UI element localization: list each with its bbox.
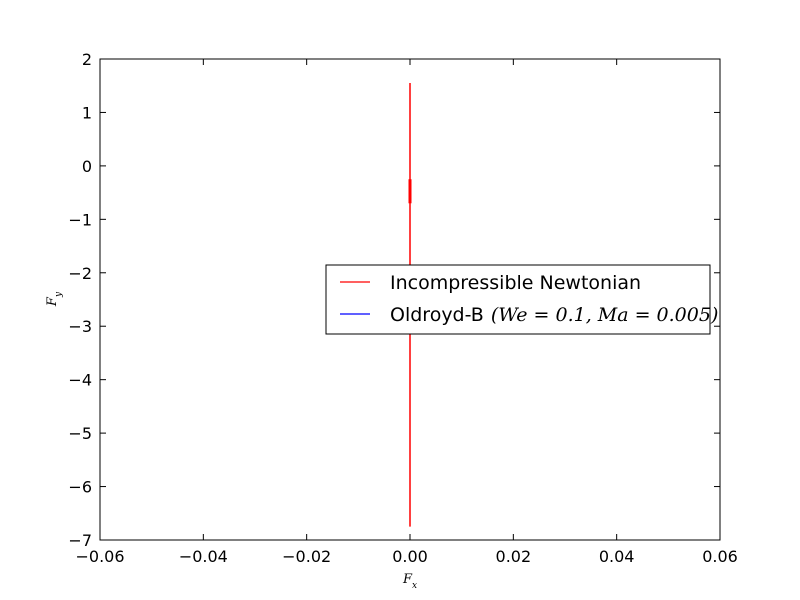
legend: Incompressible Newtonian Oldroyd-B (We = 0… xyxy=(325,264,718,335)
x-tick-label: −0.04 xyxy=(179,547,228,566)
y-tick-label: −1 xyxy=(68,210,92,229)
legend-label-0: Incompressible Newtonian xyxy=(390,272,641,294)
y-tick-label: −2 xyxy=(68,264,92,283)
y-tick-label: 1 xyxy=(82,103,92,122)
y-tick-label: −6 xyxy=(68,478,92,497)
x-tick-label: 0.04 xyxy=(599,547,635,566)
x-tick-label: 0.06 xyxy=(702,547,738,566)
legend-box xyxy=(325,264,711,335)
legend-label-1: Oldroyd-B (We = 0.1, Ma = 0.005) xyxy=(390,304,718,326)
y-tick-label: 0 xyxy=(82,157,92,176)
x-tick-label: −0.06 xyxy=(75,547,124,566)
x-tick-label: 0.02 xyxy=(496,547,532,566)
ticks-layer: −0.06 −0.04 −0.02 0.00 0.02 0.04 0.06 −7 −6 −5 −4 −… xyxy=(68,50,737,566)
y-tick-label: −4 xyxy=(68,371,92,390)
y-tick-label: −7 xyxy=(68,531,92,550)
x-tick-label: 0.00 xyxy=(392,547,428,566)
x-tick-label: −0.02 xyxy=(282,547,331,566)
y-tick-label: −5 xyxy=(68,424,92,443)
y-tick-label: 2 xyxy=(82,50,92,69)
x-axis-label: Fx xyxy=(402,572,417,591)
axis-labels: Fx Fy xyxy=(45,291,417,591)
y-tick-label: −3 xyxy=(68,317,92,336)
y-axis-label: Fy xyxy=(45,291,64,307)
